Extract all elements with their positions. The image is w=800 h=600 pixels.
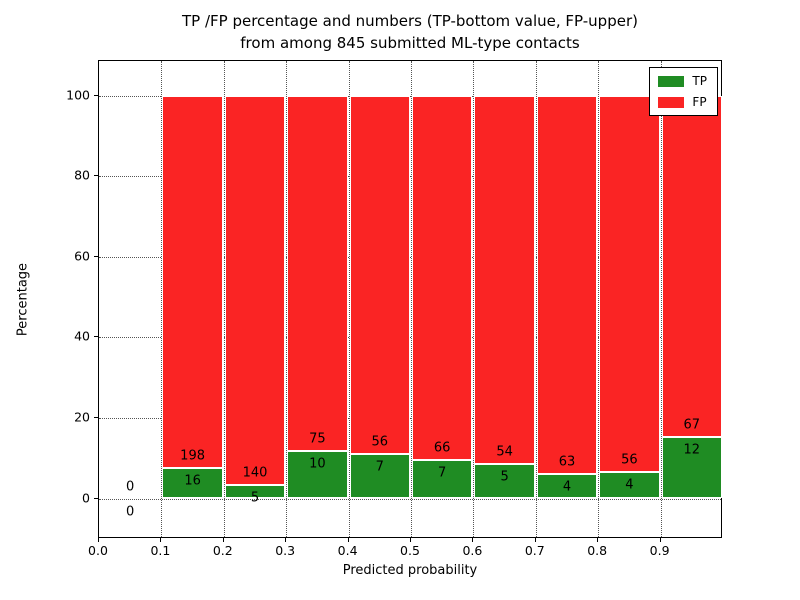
- x-tick-label: 0.0: [88, 543, 108, 558]
- bar-segment-tp: [474, 464, 535, 499]
- bar-segment-tp: [661, 437, 722, 499]
- fp-count-label: 140: [242, 465, 268, 481]
- tp-count-label: 7: [438, 465, 447, 481]
- legend-label-tp: TP: [692, 74, 707, 88]
- legend-row: TP: [658, 74, 707, 88]
- legend: TP FP: [649, 67, 718, 116]
- chart-title-line1: TP /FP percentage and numbers (TP-bottom…: [182, 12, 638, 30]
- x-tick-label: 0.9: [649, 543, 670, 558]
- y-tick-label: 0: [82, 490, 90, 505]
- bar-segment-tp: [349, 453, 410, 499]
- fp-count-label: 66: [433, 440, 451, 456]
- y-tick-label: 20: [74, 409, 90, 425]
- x-tick-label: 0.2: [212, 543, 233, 558]
- bar-segment-tp: [224, 484, 286, 499]
- x-tick-mark: [222, 538, 224, 542]
- y-tick-mark: [94, 255, 98, 257]
- fp-count-label: 0: [126, 479, 135, 494]
- bar-segment-fp: [599, 95, 660, 472]
- bar-segment-fp: [224, 95, 286, 485]
- bar-segment-fp: [536, 95, 598, 475]
- legend-swatch-fp: [658, 96, 685, 108]
- y-gridline: [99, 498, 721, 500]
- x-tick-mark: [659, 538, 661, 542]
- bar-segment-fp: [661, 95, 722, 438]
- y-gridline: [99, 337, 721, 339]
- x-gridline: [535, 61, 537, 537]
- x-tick-label: 0.5: [400, 543, 420, 558]
- bar-segment-tp: [162, 468, 223, 499]
- legend-label-fp: FP: [692, 95, 707, 109]
- x-gridline: [348, 61, 350, 537]
- x-tick-label: 0.8: [587, 543, 608, 558]
- x-tick-mark: [347, 538, 349, 542]
- x-gridline: [161, 61, 163, 537]
- y-tick-mark: [94, 175, 98, 177]
- legend-row: FP: [658, 95, 707, 109]
- tp-count-label: 0: [126, 504, 135, 519]
- bar-segment-fp: [287, 95, 348, 452]
- bar-segment-fp: [474, 95, 535, 465]
- x-tick-label: 0.6: [462, 543, 483, 558]
- tp-count-label: 4: [625, 477, 634, 493]
- y-tick-label: 60: [74, 248, 90, 264]
- x-axis-label: Predicted probability: [342, 563, 478, 578]
- tp-count-label: 12: [683, 442, 701, 458]
- x-tick-mark: [597, 538, 599, 542]
- y-tick-mark: [94, 416, 98, 418]
- y-gridline: [99, 176, 721, 178]
- fp-count-label: 75: [309, 431, 326, 447]
- tp-count-label: 10: [309, 456, 326, 472]
- tp-count-label: 5: [500, 469, 509, 485]
- x-gridline: [598, 61, 600, 537]
- x-tick-mark: [410, 538, 411, 542]
- fp-count-label: 63: [558, 454, 576, 470]
- x-tick-mark: [472, 538, 474, 542]
- bar-segment-tp: [287, 451, 348, 499]
- x-gridline: [286, 61, 288, 537]
- tp-count-label: 7: [375, 459, 384, 475]
- x-gridline: [411, 61, 412, 537]
- fp-count-label: 67: [683, 417, 701, 433]
- y-tick-mark: [94, 497, 98, 499]
- fp-count-label: 56: [371, 434, 389, 450]
- fp-count-label: 54: [496, 444, 513, 460]
- bar-segment-fp: [412, 95, 473, 460]
- y-gridline: [99, 417, 721, 419]
- y-tick-mark: [94, 94, 98, 96]
- x-tick-label: 0.1: [150, 543, 171, 558]
- chart-title-line2: from among 845 submitted ML-type contact…: [240, 34, 580, 52]
- y-gridline: [99, 95, 721, 97]
- y-axis-label: Percentage: [15, 262, 31, 337]
- x-gridline: [473, 61, 475, 537]
- y-tick-mark: [94, 336, 98, 338]
- fp-count-label: 198: [180, 448, 206, 464]
- x-gridline: [660, 61, 662, 537]
- bar-segment-tp: [536, 474, 598, 499]
- y-tick-label: 40: [74, 328, 90, 344]
- x-tick-mark: [160, 538, 162, 542]
- y-tick-label: 80: [74, 167, 90, 183]
- x-gridline: [223, 61, 225, 537]
- x-tick-mark: [98, 538, 99, 542]
- bar-segment-tp: [412, 459, 473, 499]
- bar-segment-fp: [349, 95, 410, 454]
- x-tick-label: 0.4: [337, 543, 358, 558]
- tp-count-label: 16: [184, 473, 201, 489]
- fp-count-label: 56: [621, 452, 638, 468]
- bar-segment-tp: [599, 471, 660, 499]
- bar-segment-fp: [162, 95, 223, 469]
- tp-count-label: 4: [562, 479, 572, 495]
- tp-count-label: 5: [250, 490, 260, 506]
- y-tick-label: 100: [66, 87, 90, 102]
- x-tick-label: 0.3: [275, 543, 296, 558]
- x-tick-label: 0.7: [524, 543, 545, 558]
- x-tick-mark: [534, 538, 536, 542]
- x-tick-mark: [285, 538, 287, 542]
- legend-swatch-tp: [658, 75, 685, 87]
- y-gridline: [99, 256, 721, 258]
- plot-area: TP FP 0 0 198 16 140 5 75 10 56 7 66 7 54 5 63 4 56 4 67 12: [98, 60, 722, 538]
